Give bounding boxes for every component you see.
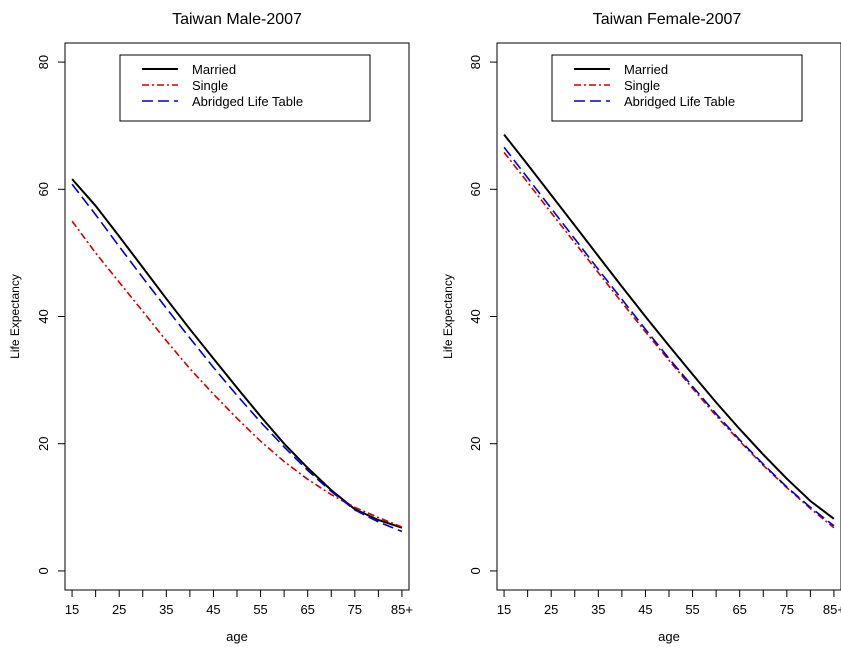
- x-tick-label: 45: [638, 602, 652, 617]
- legend-label: Married: [624, 62, 668, 77]
- y-tick-label: 0: [36, 567, 51, 574]
- x-tick-label: 65: [732, 602, 746, 617]
- y-axis-label: Life Expectancy: [8, 274, 22, 359]
- legend-label: Single: [624, 78, 660, 93]
- legend-box: [119, 54, 371, 122]
- x-axis-label: age: [226, 629, 248, 644]
- legend-label: Single: [192, 78, 228, 93]
- x-tick-label: 15: [65, 602, 79, 617]
- y-tick-label: 80: [36, 55, 51, 69]
- y-tick-label: 20: [36, 436, 51, 450]
- series-line-married: [503, 133, 835, 520]
- series-line-abridged-life-table: [503, 146, 835, 527]
- y-tick-label: 20: [468, 436, 483, 450]
- x-tick-label: 85+: [391, 602, 413, 617]
- legend-label: Abridged Life Table: [624, 94, 735, 109]
- y-tick-label: 60: [36, 182, 51, 196]
- series-line-married: [71, 178, 403, 529]
- plot-frame: [496, 42, 841, 591]
- series-line-single: [503, 151, 835, 529]
- x-tick-label: 75: [780, 602, 794, 617]
- y-tick-label: 40: [468, 309, 483, 323]
- legend-box: [551, 54, 803, 122]
- x-tick-label: 65: [300, 602, 314, 617]
- x-tick-label: 35: [591, 602, 605, 617]
- x-tick-label: 25: [544, 602, 558, 617]
- x-tick-label: 45: [206, 602, 220, 617]
- series-line-single: [71, 220, 403, 528]
- y-tick-label: 80: [468, 55, 483, 69]
- legend-label: Married: [192, 62, 236, 77]
- x-tick-label: 25: [112, 602, 126, 617]
- chart-title: Taiwan Male-2007: [172, 11, 302, 28]
- y-tick-label: 0: [468, 567, 483, 574]
- legend-label: Abridged Life Table: [192, 94, 303, 109]
- x-tick-label: 75: [348, 602, 362, 617]
- x-axis-label: age: [658, 629, 680, 644]
- chart-title: Taiwan Female-2007: [593, 11, 742, 28]
- female-chart-panel: Taiwan Female-2007 0 20 40 60 80 15 25 35 45 55 65 7…: [441, 11, 841, 644]
- x-tick-label: 85+: [823, 602, 841, 617]
- y-axis-label: Life Expectancy: [441, 274, 455, 359]
- x-tick-label: 15: [497, 602, 511, 617]
- male-chart-panel: Taiwan Male-2007 0 20 40 60 80 15 25 35 45 55 65 75 8…: [8, 11, 413, 644]
- x-tick-label: 35: [159, 602, 173, 617]
- x-tick-label: 55: [685, 602, 699, 617]
- y-tick-label: 60: [468, 182, 483, 196]
- y-tick-label: 40: [36, 309, 51, 323]
- x-tick-label: 55: [253, 602, 267, 617]
- series-line-abridged-life-table: [71, 183, 403, 533]
